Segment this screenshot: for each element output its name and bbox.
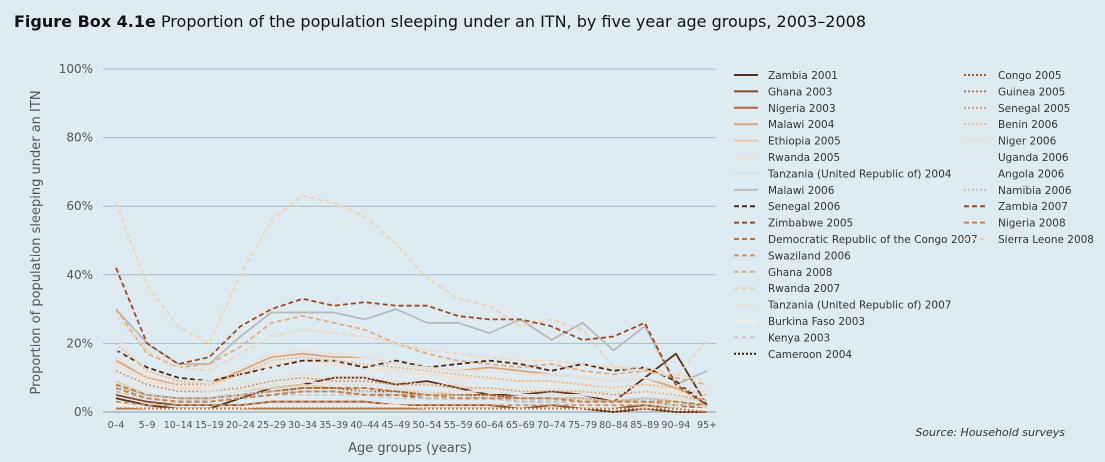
series-line	[116, 407, 708, 413]
legend-label: Tanzania (United Republic of) 2004	[767, 168, 952, 180]
legend-label: Cameroon 2004	[768, 349, 852, 361]
source-label: Source:	[915, 426, 958, 439]
legend-label: Guinea 2005	[998, 86, 1065, 98]
legend-label: Ghana 2003	[768, 86, 832, 98]
legend-label: Nigeria 2008	[998, 218, 1066, 230]
legend-label: Niger 2006	[998, 136, 1057, 148]
x-tick-label: 80–84	[599, 420, 628, 431]
legend-label: Malawi 2006	[768, 185, 835, 197]
x-tick-label: 55–59	[444, 420, 473, 431]
y-tick-label: 40%	[66, 268, 93, 282]
x-tick-label: 25–29	[257, 420, 286, 431]
y-tick-label: 20%	[66, 336, 93, 350]
series-line	[115, 387, 708, 406]
series-line	[115, 267, 708, 406]
series-line	[116, 407, 707, 413]
legend-label: Tanzania (United Republic of) 2007	[767, 300, 951, 312]
x-tick-label: 60–64	[475, 420, 504, 431]
legend-label: Congo 2005	[998, 70, 1062, 82]
series-line	[115, 315, 708, 382]
series-line	[115, 400, 707, 410]
series-line	[115, 369, 708, 403]
legend-label: Nigeria 2003	[768, 103, 836, 115]
legend-label: Swaziland 2006	[768, 250, 851, 262]
legend-label: Ghana 2008	[768, 267, 832, 279]
legend-label: Kenya 2003	[768, 332, 830, 344]
y-tick-label: 60%	[66, 199, 93, 213]
chart-title: Figure Box 4.1e Proportion of the popula…	[14, 12, 866, 31]
y-tick-label: 100%	[59, 62, 93, 76]
y-tick-label: 80%	[66, 131, 93, 145]
legend-label: Rwanda 2007	[768, 283, 840, 295]
x-tick-label: 40–44	[350, 420, 379, 431]
legend-label: Benin 2006	[998, 119, 1058, 131]
figure-caption: Proportion of the population sleeping un…	[160, 12, 866, 31]
x-tick-label: 0–4	[108, 420, 125, 431]
legend-label: Democratic Republic of the Congo 2007	[768, 234, 978, 246]
x-tick-label: 35–39	[319, 420, 348, 431]
x-tick-label: 50–54	[413, 420, 442, 431]
legend-label: Burkina Faso 2003	[768, 316, 865, 328]
x-axis-label: Age groups (years)	[348, 441, 472, 456]
legend-label: Senegal 2006	[768, 201, 841, 213]
legend-label: Malawi 2004	[768, 119, 835, 131]
legend-label: Sierra Leone 2008	[998, 234, 1094, 246]
legend-label: Zimbabwe 2005	[768, 218, 853, 230]
series-line	[115, 308, 708, 386]
legend-label: Ethiopia 2005	[768, 136, 841, 148]
series-line	[115, 308, 708, 386]
x-tick-label: 65–69	[506, 420, 535, 431]
series-line	[115, 349, 708, 406]
x-tick-label: 75–79	[568, 420, 597, 431]
legend-label: Uganda 2006	[998, 152, 1069, 164]
x-tick-label: 95+	[697, 420, 717, 431]
legend-label: Namibia 2006	[998, 185, 1072, 197]
series-line	[115, 335, 708, 393]
legend-label: Senegal 2005	[998, 103, 1070, 115]
x-tick-label: 20–24	[226, 420, 255, 431]
x-tick-label: 5–9	[139, 420, 156, 431]
legend-label: Rwanda 2005	[768, 152, 840, 164]
x-tick-label: 15–19	[195, 420, 224, 431]
legend-label: Zambia 2007	[998, 201, 1068, 213]
x-tick-label: 45–49	[381, 420, 410, 431]
x-tick-label: 70–74	[537, 420, 566, 431]
source-note: Source: Household surveys	[915, 426, 1065, 439]
series-line	[115, 373, 708, 403]
series-line	[115, 359, 708, 400]
y-tick-label: 0%	[74, 405, 93, 419]
series-line	[115, 349, 708, 400]
series-line	[115, 387, 708, 406]
series-line	[115, 356, 708, 400]
x-tick-label: 85–89	[630, 420, 659, 431]
x-tick-label: 10–14	[164, 420, 193, 431]
figure-label: Figure Box 4.1e	[14, 12, 156, 31]
source-text: Household surveys	[960, 426, 1065, 439]
x-tick-label: 30–34	[288, 420, 317, 431]
legend-label: Angola 2006	[998, 168, 1065, 180]
series-line	[115, 342, 708, 396]
y-axis-label: Proportion of population sleeping under …	[29, 90, 44, 394]
x-tick-label: 90–94	[661, 420, 690, 431]
series-line	[115, 194, 708, 379]
legend-label: Zambia 2001	[768, 70, 838, 82]
